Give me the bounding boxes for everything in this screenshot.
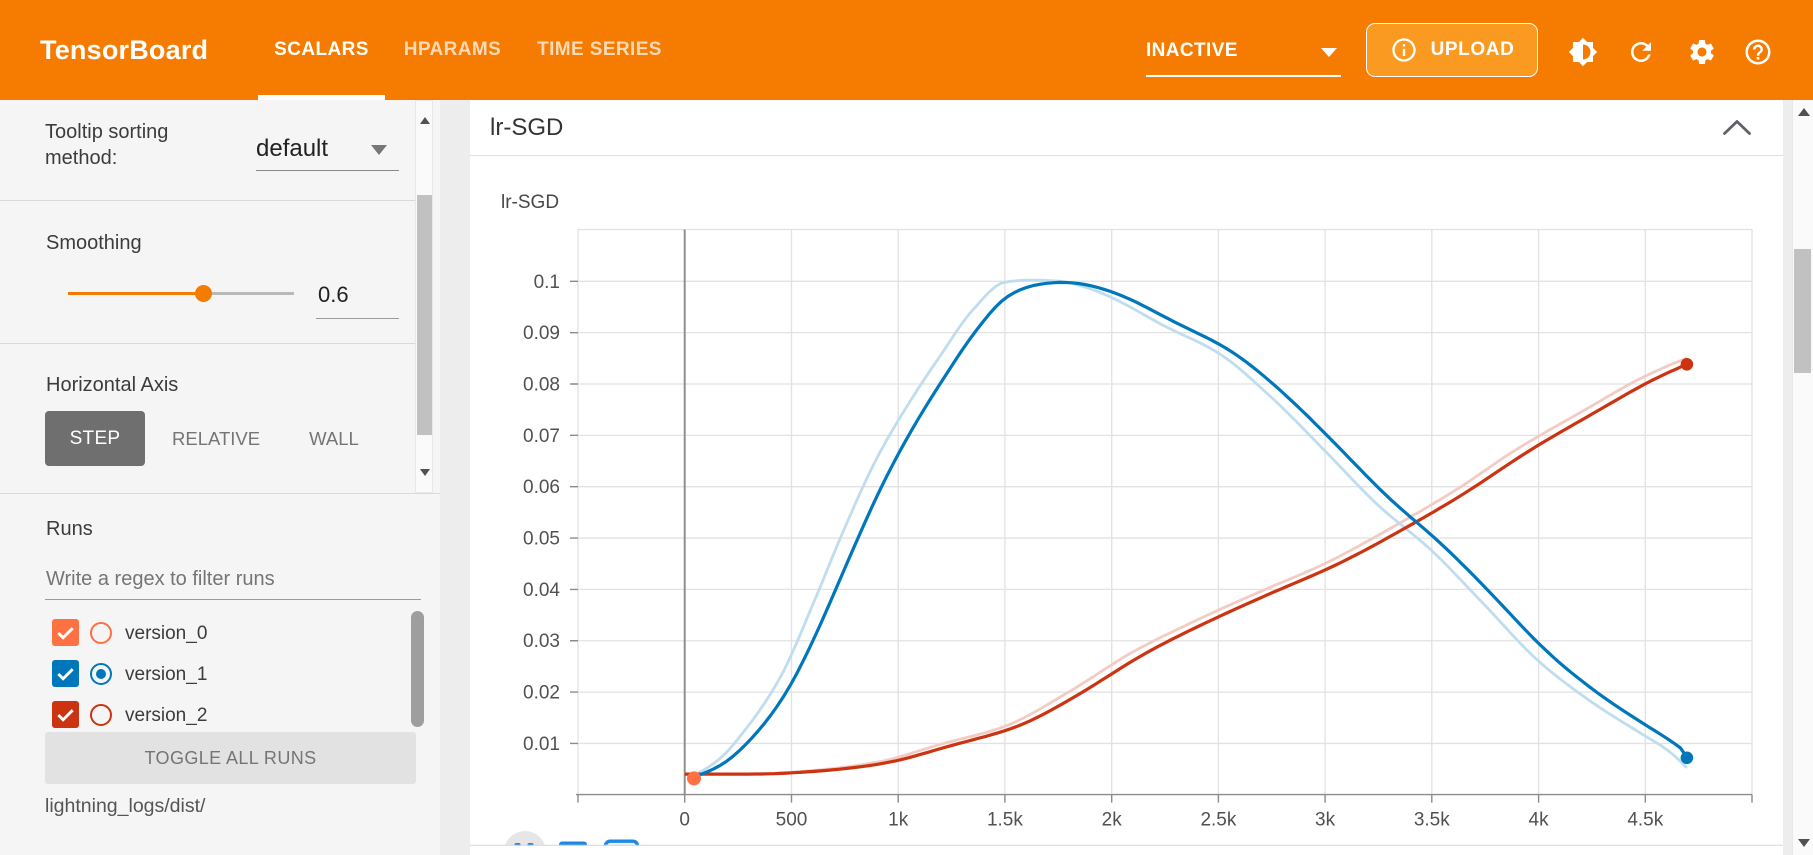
svg-text:0.01: 0.01 bbox=[523, 734, 560, 755]
svg-text:0.06: 0.06 bbox=[523, 477, 560, 498]
svg-text:0.03: 0.03 bbox=[523, 631, 560, 652]
svg-text:0.04: 0.04 bbox=[523, 580, 560, 601]
svg-text:0.02: 0.02 bbox=[523, 683, 560, 704]
svg-text:0.09: 0.09 bbox=[523, 323, 560, 344]
svg-text:0.08: 0.08 bbox=[523, 375, 560, 396]
svg-text:lr-SGD: lr-SGD bbox=[501, 192, 559, 213]
svg-text:0.07: 0.07 bbox=[523, 426, 560, 447]
svg-text:1k: 1k bbox=[888, 809, 909, 830]
svg-text:500: 500 bbox=[776, 809, 808, 830]
svg-text:1.5k: 1.5k bbox=[987, 809, 1023, 830]
svg-text:3.5k: 3.5k bbox=[1414, 809, 1450, 830]
svg-text:4k: 4k bbox=[1529, 809, 1550, 830]
svg-text:2k: 2k bbox=[1102, 809, 1123, 830]
svg-text:4.5k: 4.5k bbox=[1627, 809, 1663, 830]
svg-text:0.05: 0.05 bbox=[523, 529, 560, 550]
svg-text:2.5k: 2.5k bbox=[1200, 809, 1236, 830]
svg-text:0.1: 0.1 bbox=[534, 272, 560, 293]
svg-text:0: 0 bbox=[679, 809, 690, 830]
svg-text:3k: 3k bbox=[1315, 809, 1336, 830]
